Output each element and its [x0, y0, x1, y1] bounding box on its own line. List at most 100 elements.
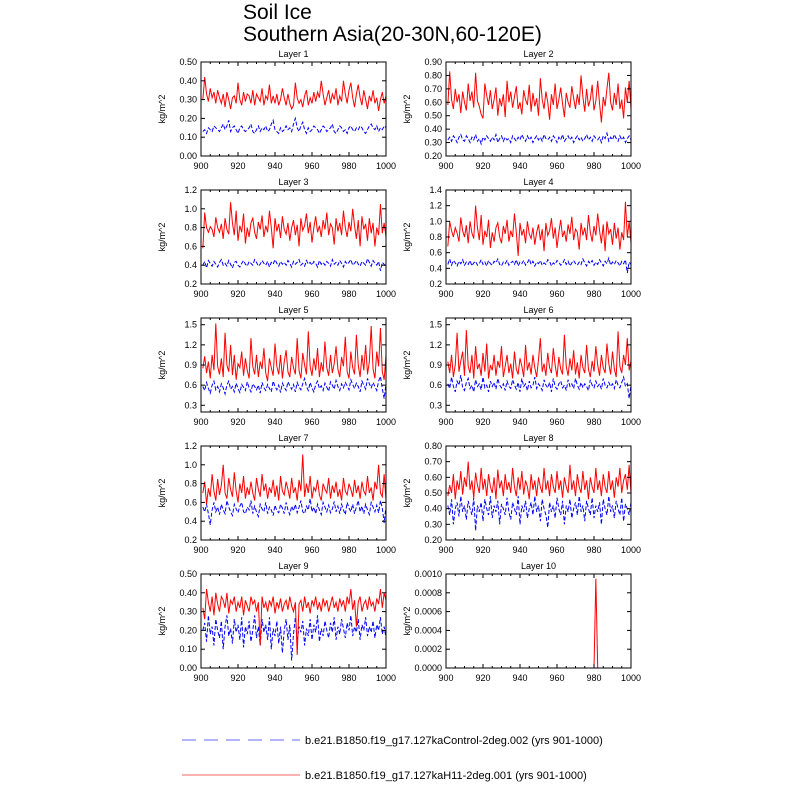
- panel-10: Layer 10 kg/m^2 900 920 940 960 980 1000 0.0000 0…: [402, 561, 641, 683]
- y-axis-label: kg/m^2: [157, 607, 167, 636]
- x-tick-label: 900: [193, 417, 208, 427]
- y-axis-label: kg/m^2: [157, 223, 167, 252]
- x-tick-label: 960: [304, 289, 319, 299]
- y-tick-label: 1.2: [184, 340, 197, 350]
- y-tick-label: 0.6: [184, 241, 197, 251]
- plot-frame: [445, 573, 632, 669]
- y-tick-label: 0.0010: [414, 569, 442, 579]
- x-tick-label: 900: [438, 673, 453, 683]
- panel-title: Layer 9: [278, 561, 308, 571]
- y-tick-label: 1.0: [184, 460, 197, 470]
- panel-7: Layer 7 kg/m^2 900 920 940 960 980 1000 0.2 0.4 0.…: [157, 433, 396, 555]
- y-axis-label: kg/m^2: [402, 607, 412, 636]
- x-tick-label: 980: [341, 161, 356, 171]
- panel-title: Layer 5: [278, 305, 308, 315]
- x-tick-label: 940: [512, 673, 527, 683]
- y-tick-label: 0.10: [179, 644, 197, 654]
- series-line-experiment: [447, 461, 632, 500]
- x-tick-label: 1000: [621, 289, 641, 299]
- y-tick-label: 0.0008: [414, 588, 442, 598]
- y-tick-label: 0.0000: [414, 663, 442, 673]
- series-line-experiment: [202, 202, 387, 249]
- x-tick-label: 900: [438, 289, 453, 299]
- y-tick-label: 1.2: [429, 201, 442, 211]
- y-tick-label: 0.70: [424, 457, 442, 467]
- x-tick-label: 980: [586, 417, 601, 427]
- x-tick-label: 980: [586, 161, 601, 171]
- series-line-control: [202, 498, 387, 526]
- y-tick-label: 0.30: [424, 138, 442, 148]
- y-tick-label: 0.80: [424, 70, 442, 80]
- legend-item-experiment: [182, 765, 300, 785]
- y-tick-label: 0.6: [429, 248, 442, 258]
- x-tick-label: 1000: [621, 161, 641, 171]
- panel-title: Layer 4: [523, 177, 553, 187]
- y-tick-label: 1.0: [429, 216, 442, 226]
- panel-3: Layer 3 kg/m^2 900 920 940 960 980 1000 0.2 0.4 0.…: [157, 177, 396, 299]
- x-tick-label: 1000: [376, 545, 396, 555]
- y-tick-label: 1.5: [429, 320, 442, 330]
- y-tick-label: 1.2: [184, 185, 197, 195]
- y-tick-label: 0.2: [184, 535, 197, 545]
- y-axis-label: kg/m^2: [402, 479, 412, 508]
- x-tick-label: 900: [438, 161, 453, 171]
- panel-8: Layer 8 kg/m^2 900 920 940 960 980 1000 0.20 0.30…: [402, 433, 641, 555]
- y-tick-label: 0.4: [184, 516, 197, 526]
- y-axis-label: kg/m^2: [402, 351, 412, 380]
- series-line-control: [447, 131, 632, 146]
- y-tick-label: 0.6: [184, 497, 197, 507]
- y-tick-label: 0.2: [429, 279, 442, 289]
- panel-title: Layer 1: [278, 49, 308, 59]
- x-tick-label: 900: [193, 289, 208, 299]
- x-tick-label: 900: [438, 545, 453, 555]
- series-line-experiment: [202, 323, 387, 382]
- series-line-control: [447, 374, 632, 399]
- y-tick-label: 0.4: [429, 263, 442, 273]
- y-tick-label: 0.4: [184, 260, 197, 270]
- x-tick-label: 980: [586, 545, 601, 555]
- x-tick-label: 940: [512, 417, 527, 427]
- x-tick-label: 960: [549, 417, 564, 427]
- y-tick-label: 0.20: [424, 535, 442, 545]
- y-tick-label: 0.20: [424, 151, 442, 161]
- x-tick-label: 900: [193, 545, 208, 555]
- x-tick-label: 1000: [621, 545, 641, 555]
- panel-title: Layer 6: [523, 305, 553, 315]
- series-line-experiment: [202, 76, 387, 111]
- y-tick-label: 0.90: [424, 57, 442, 67]
- y-tick-label: 0.00: [179, 663, 197, 673]
- x-tick-label: 900: [193, 161, 208, 171]
- x-tick-label: 900: [438, 417, 453, 427]
- x-tick-label: 940: [267, 289, 282, 299]
- x-tick-label: 980: [341, 545, 356, 555]
- x-tick-label: 900: [193, 673, 208, 683]
- panel-title: Layer 2: [523, 49, 553, 59]
- panel-1: Layer 1 kg/m^2 900 920 940 960 980 1000 0.00 0.10…: [157, 49, 396, 171]
- series-line-experiment: [447, 330, 632, 379]
- x-tick-label: 960: [304, 673, 319, 683]
- y-axis-label: kg/m^2: [402, 223, 412, 252]
- y-tick-label: 1.5: [184, 320, 197, 330]
- y-tick-label: 1.2: [184, 441, 197, 451]
- legend-label-control: b.e21.B1850.f19_g17.127kaControl-2deg.00…: [305, 735, 603, 747]
- series-line-control: [202, 116, 387, 135]
- x-tick-label: 1000: [621, 417, 641, 427]
- y-tick-label: 0.3: [429, 400, 442, 410]
- y-tick-label: 1.2: [429, 340, 442, 350]
- y-tick-label: 0.40: [424, 504, 442, 514]
- x-tick-label: 920: [475, 545, 490, 555]
- x-tick-label: 920: [230, 545, 245, 555]
- y-tick-label: 0.50: [424, 111, 442, 121]
- y-tick-label: 0.0004: [414, 625, 442, 635]
- legend-swatch-control: [182, 739, 300, 741]
- x-tick-label: 940: [512, 289, 527, 299]
- x-tick-label: 980: [586, 289, 601, 299]
- legend-item-control: [182, 730, 300, 750]
- y-tick-label: 0.2: [184, 279, 197, 289]
- x-tick-label: 940: [267, 417, 282, 427]
- y-tick-label: 0.8: [184, 479, 197, 489]
- y-tick-label: 1.4: [429, 185, 442, 195]
- x-tick-label: 1000: [376, 673, 396, 683]
- series-line-control: [202, 257, 387, 271]
